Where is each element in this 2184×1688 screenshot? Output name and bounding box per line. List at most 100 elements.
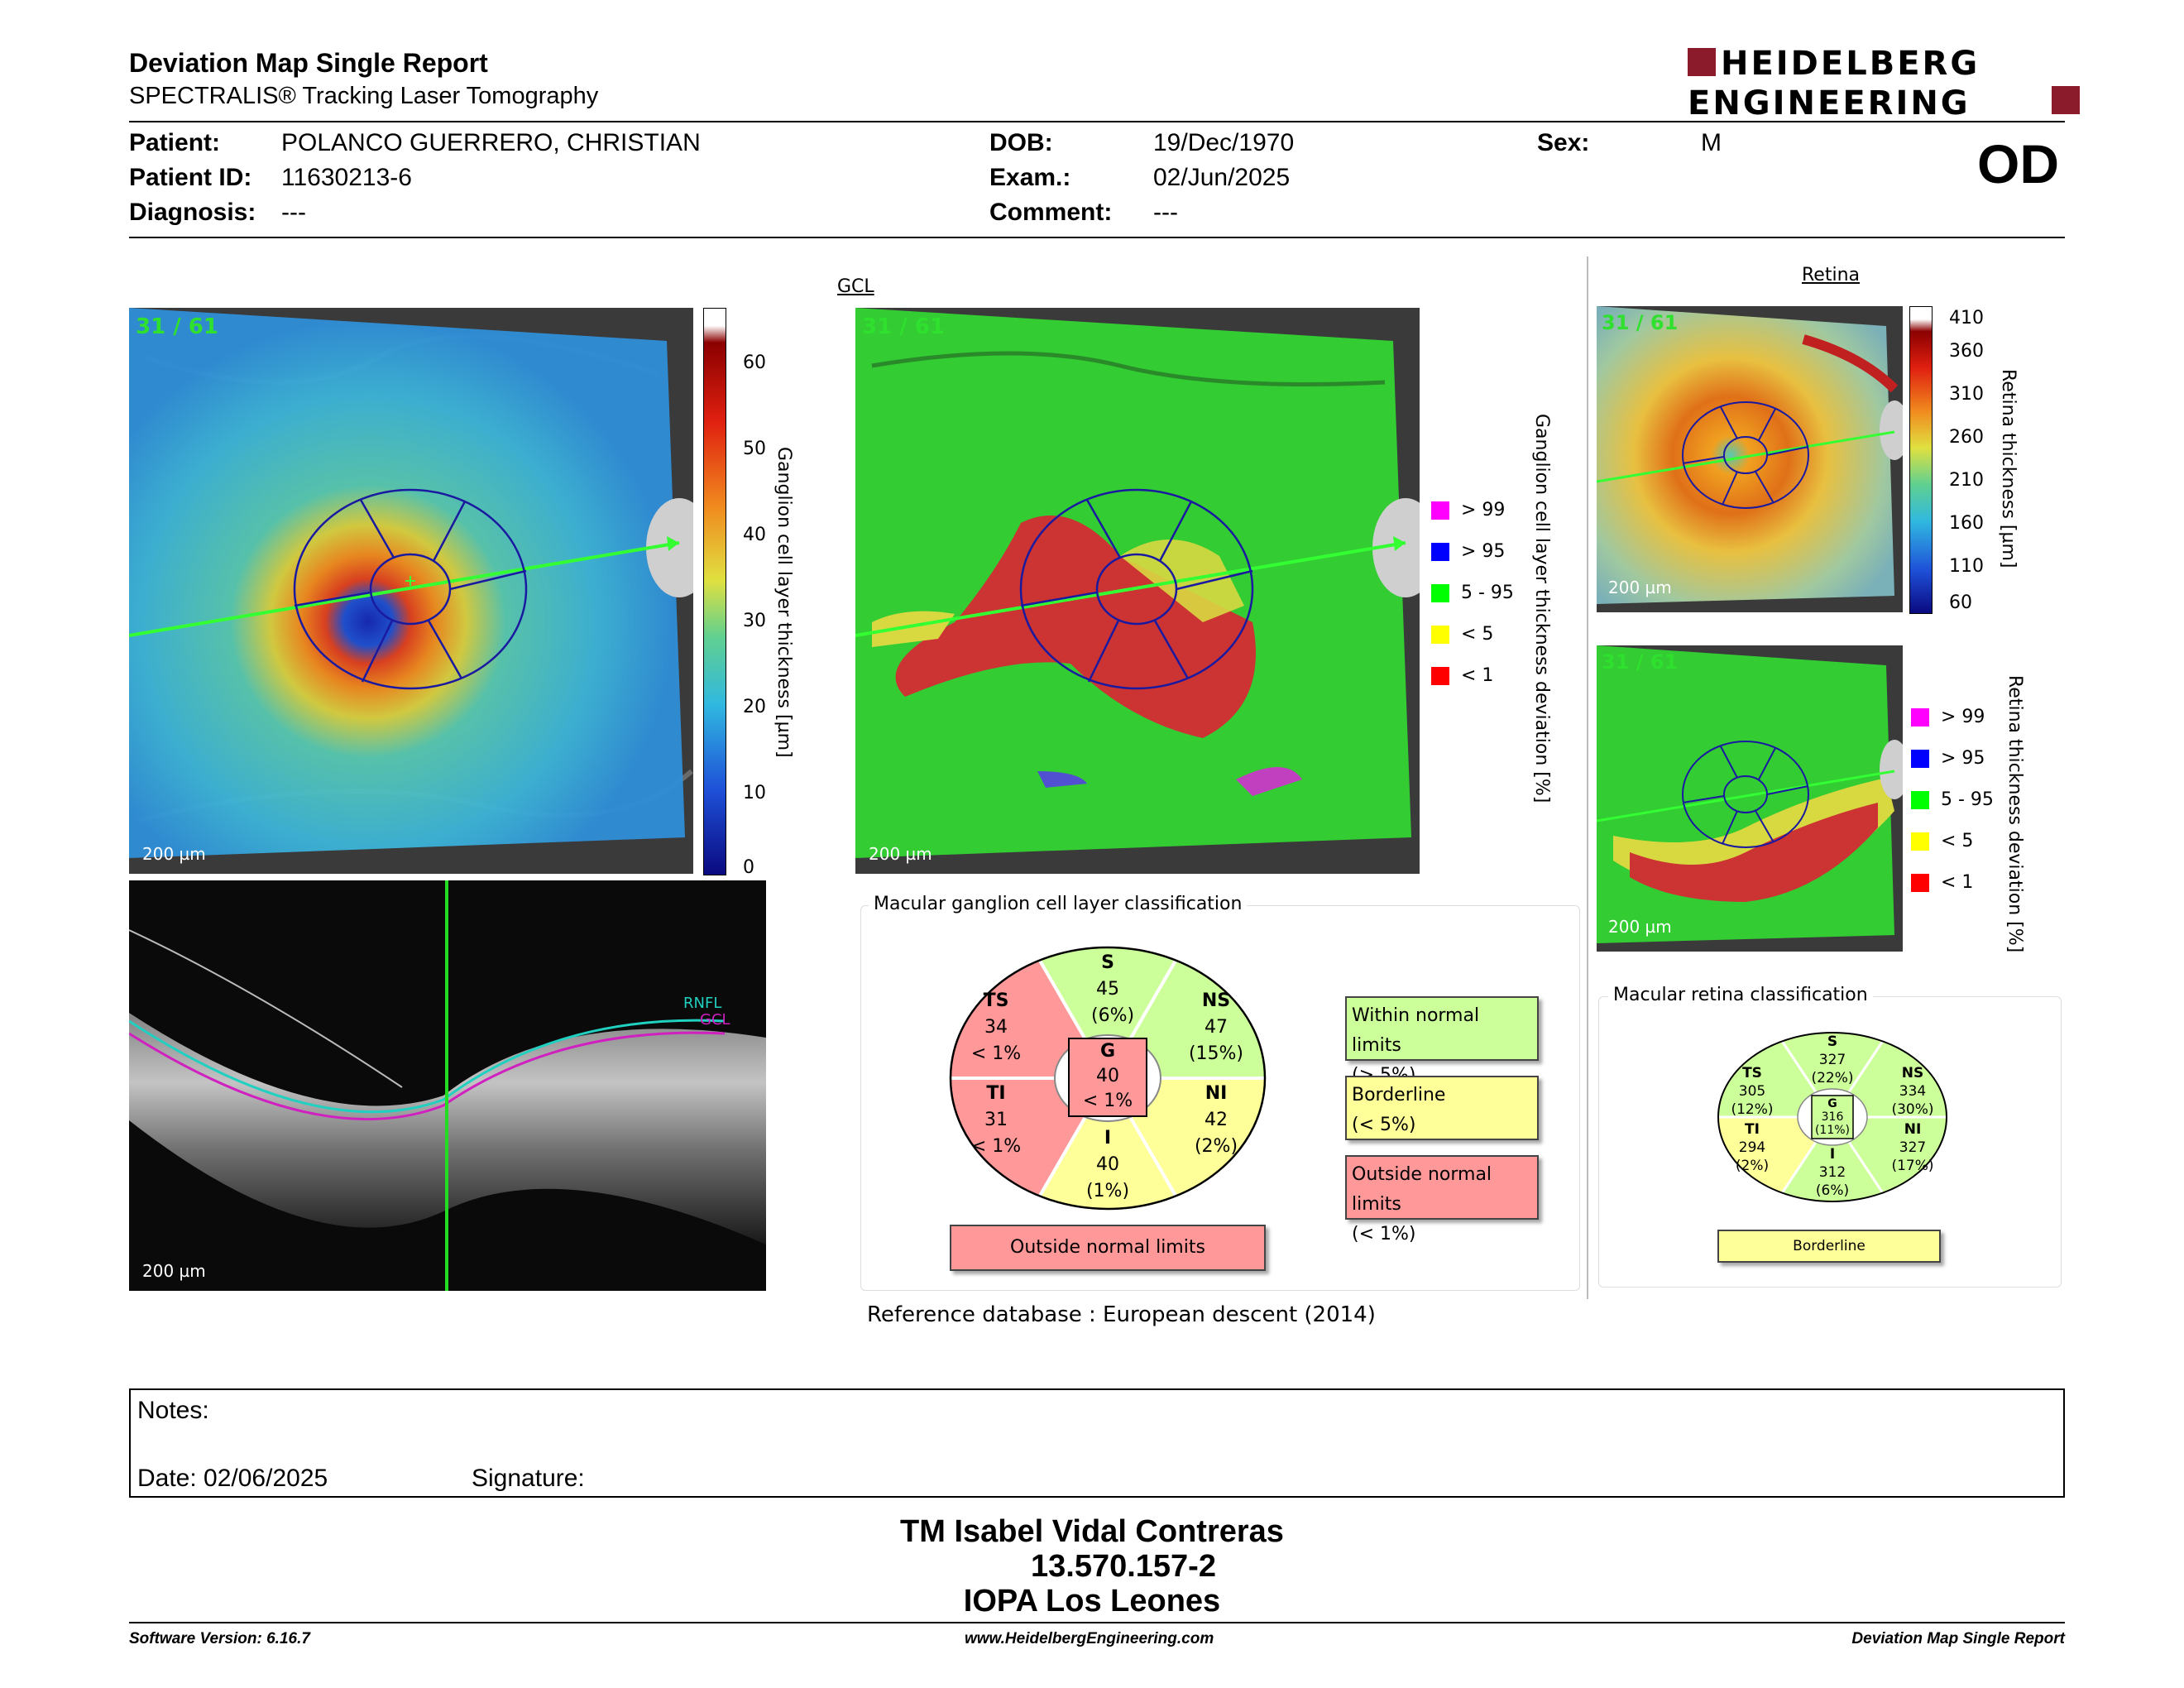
comment-value: --- <box>1153 199 1178 226</box>
retina-tick: 60 <box>1949 592 1972 613</box>
legend-label: 5 - 95 <box>1461 583 1514 603</box>
retina-sector-ni-text: NI 327 (17%) <box>1891 1121 1934 1174</box>
gcl-thickness-colorbar <box>703 308 726 875</box>
software-version: Software Version: 6.16.7 <box>129 1630 310 1647</box>
gcl-sector-s-text: S 45 (6%) <box>1091 952 1135 1026</box>
svg-text:HEIDELBERG: HEIDELBERG <box>1721 45 1980 83</box>
gcl-classification-title: Macular ganglion cell layer classificati… <box>869 894 1248 914</box>
retina-classification-result: Borderline <box>1717 1230 1941 1263</box>
gcl-tick: 10 <box>743 783 766 803</box>
heidelberg-logo: HEIDELBERG ENGINEERING <box>1688 45 2085 122</box>
diagnosis-label: Diagnosis: <box>129 199 256 226</box>
legend-swatch <box>1911 750 1929 768</box>
gcl-deviation-axis-label: Ganglion cell layer thickness deviation … <box>1531 414 1552 803</box>
gcl-tick: 20 <box>743 697 766 717</box>
retina-deviation-scale: 200 µm <box>1608 917 1672 937</box>
notes-box[interactable]: Notes: Date: 02/06/2025 Signature: <box>129 1388 2065 1498</box>
footer-divider <box>129 1622 2065 1623</box>
retina-deviation-badge: 31 / 61 <box>1602 650 1679 674</box>
gcl-tick: 50 <box>743 439 766 459</box>
legend-swatch <box>1431 667 1449 685</box>
gcl-sector-ts-text: TS 34 < 1% <box>970 990 1022 1064</box>
retina-thickness-colorbar <box>1909 306 1933 614</box>
legend-label: > 99 <box>1941 707 1985 727</box>
dob-value: 19/Dec/1970 <box>1153 129 1295 156</box>
retina-tick: 160 <box>1949 513 1984 534</box>
gcl-deviation-map: 31 / 61 200 µm <box>855 308 1420 874</box>
retina-classification-title: Macular retina classification <box>1608 985 1873 1005</box>
legend-swatch <box>1911 791 1929 809</box>
legend-label: < 1 <box>1941 872 1974 893</box>
legend-swatch <box>1431 543 1449 561</box>
retina-sector-ns-text: NS 334 (30%) <box>1891 1065 1934 1118</box>
legend-swatch <box>1911 832 1929 851</box>
gcl-sector-g-text: G 40 < 1% <box>1082 1041 1133 1111</box>
legend-swatch <box>1431 501 1449 520</box>
retina-sector-ti-text: TI 294 (2%) <box>1735 1121 1770 1174</box>
signer-clinic: IOPA Los Leones <box>963 1584 1221 1618</box>
retina-tick: 210 <box>1949 470 1984 491</box>
sex-value: M <box>1701 129 1722 156</box>
panel-divider <box>1587 257 1588 1299</box>
eye-indicator: OD <box>1977 133 2059 194</box>
gcl-tick: 40 <box>743 525 766 545</box>
legend-label: > 95 <box>1941 748 1985 769</box>
legend-label: 5 - 95 <box>1941 789 1994 810</box>
retina-tick: 110 <box>1949 556 1984 577</box>
signer-name: TM Isabel Vidal Contreras <box>900 1514 1284 1549</box>
retina-tick: 310 <box>1949 384 1984 405</box>
gcl-sector-ns-text: NS 47 (15%) <box>1188 990 1244 1064</box>
retina-thickness-badge: 31 / 61 <box>1602 311 1679 334</box>
retina-colorbar-label: Retina thickness [µm] <box>1998 369 2019 568</box>
gcl-sector-ti-text: TI 31 < 1% <box>970 1083 1022 1157</box>
retina-thickness-scale: 200 µm <box>1608 578 1672 597</box>
svg-text:ENGINEERING: ENGINEERING <box>1688 84 1971 119</box>
patient-name: POLANCO GUERRERO, CHRISTIAN <box>281 129 701 156</box>
retina-tick: 360 <box>1949 341 1984 362</box>
retina-thickness-map: 31 / 61 200 µm <box>1597 306 1903 612</box>
gcl-thickness-scale: 200 µm <box>142 844 206 864</box>
report-subtitle: SPECTRALIS® Tracking Laser Tomography <box>129 83 599 109</box>
rnfl-tag: RNFL <box>683 995 722 1012</box>
legend-within-normal: Within normal limits(> 5%) <box>1345 996 1539 1086</box>
retina-sector-g-text: G 316 (11%) <box>1814 1097 1851 1137</box>
legend-swatch <box>1431 584 1449 602</box>
gcl-thickness-badge: 31 / 61 <box>136 314 218 339</box>
retina-sector-s-text: S 327 (22%) <box>1811 1033 1854 1086</box>
retina-tick: 260 <box>1949 427 1984 448</box>
diagnosis-value: --- <box>281 199 306 226</box>
gcl-deviation-badge: 31 / 61 <box>862 314 945 339</box>
legend-label: < 1 <box>1461 665 1494 686</box>
gcl-sector-i-text: I 40 (1%) <box>1085 1128 1130 1201</box>
legend-label: > 95 <box>1461 541 1506 562</box>
gcl-tick: 60 <box>743 352 766 373</box>
gcl-sector-chart: S 45 (6%) NS 47 (15%) NI 42 (2%) I 40 (1%) TI 31 <… <box>948 945 1267 1211</box>
legend-swatch <box>1911 874 1929 892</box>
signer-id: 13.570.157-2 <box>1031 1549 1216 1584</box>
comment-label: Comment: <box>989 199 1113 226</box>
website-link[interactable]: www.HeidelbergEngineering.com <box>965 1630 1214 1647</box>
notes-label: Notes: <box>137 1397 209 1424</box>
gcl-colorbar-label: Ganglion cell layer thickness [µm] <box>774 447 794 758</box>
patient-id-label: Patient ID: <box>129 164 252 191</box>
gcl-sector-ni-text: NI 42 (2%) <box>1194 1083 1238 1157</box>
patient-label: Patient: <box>129 129 221 156</box>
date-label: Date: 02/06/2025 <box>137 1465 328 1492</box>
legend-label: < 5 <box>1461 624 1494 645</box>
patient-id: 11630213-6 <box>281 164 412 191</box>
legend-swatch <box>1431 626 1449 644</box>
legend-label: > 99 <box>1461 500 1506 520</box>
sex-label: Sex: <box>1537 129 1590 156</box>
legend-label: < 5 <box>1941 831 1974 851</box>
gcl-tick: 30 <box>743 611 766 631</box>
exam-value: 02/Jun/2025 <box>1153 164 1291 191</box>
header-divider <box>129 121 2065 122</box>
gcl-tag: GCL <box>700 1011 730 1029</box>
oct-scale: 200 µm <box>142 1261 206 1281</box>
oct-bscan: RNFL GCL 200 µm <box>129 880 766 1291</box>
report-title: Deviation Map Single Report <box>129 48 488 78</box>
footer-report-name: Deviation Map Single Report <box>1851 1630 2065 1647</box>
gcl-panel-title: GCL <box>837 276 874 297</box>
legend-swatch <box>1911 708 1929 727</box>
retina-sector-chart: S 327 (22%) NS 334 (30%) NI 327 (17%) I 312 (6%)… <box>1716 1031 1949 1203</box>
